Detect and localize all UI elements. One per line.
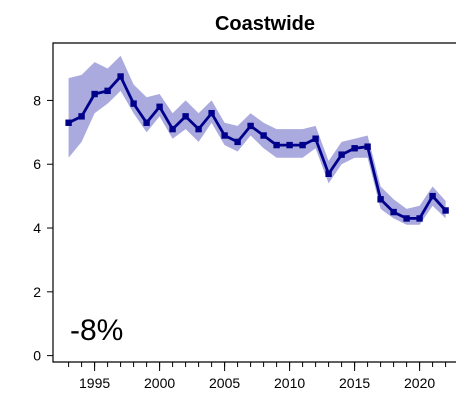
data-point [273,141,280,149]
plot-area: 0 2 4 6 8 1995 2000 2005 2010 2015 2020 [33,42,456,391]
x-tick-label: 2020 [404,375,435,391]
y-tick-label: 2 [33,284,41,300]
y-tick-label: 6 [33,156,41,172]
data-point [364,143,371,150]
data-point [65,119,72,126]
data-point [312,135,319,142]
x-tick-label: 2000 [144,375,175,391]
data-point [351,145,358,152]
data-point [390,208,397,216]
data-point [195,125,202,133]
y-tick-label: 8 [33,92,41,108]
data-point [416,215,423,222]
data-point [91,90,98,98]
data-point [299,141,306,149]
data-point [221,132,228,139]
data-point [338,151,345,158]
percent-change-annotation: -8% [70,314,123,347]
data-point [117,73,124,80]
data-point [156,103,163,110]
data-point [377,196,384,203]
data-point [286,141,293,149]
data-point [247,122,254,130]
data-point [260,132,267,139]
data-point [403,215,410,222]
data-point [143,119,150,126]
data-point [234,138,241,146]
x-tick-label: 2010 [274,375,305,391]
y-tick-label: 0 [33,348,41,364]
data-point [130,100,137,107]
chart-title: Coastwide [215,13,315,35]
data-point [429,192,436,200]
y-tick-label: 4 [33,220,41,236]
plot-frame [52,42,456,363]
data-point [78,113,85,120]
x-tick-label: 2015 [339,375,370,391]
data-point [208,109,215,117]
data-point [182,113,189,120]
confidence-band [68,55,446,225]
data-point [442,207,449,214]
x-tick-label: 1995 [79,375,110,391]
data-point [169,125,176,133]
data-point [104,87,111,95]
data-point [325,170,332,177]
x-tick-label: 2005 [209,375,240,391]
